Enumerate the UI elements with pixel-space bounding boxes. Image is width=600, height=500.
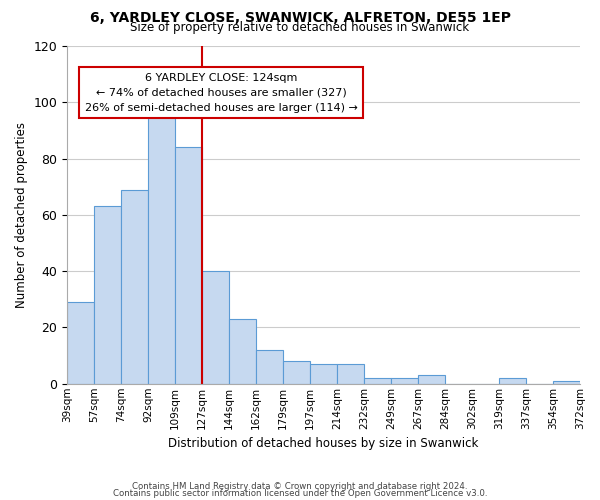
Text: 6 YARDLEY CLOSE: 124sqm
← 74% of detached houses are smaller (327)
26% of semi-d: 6 YARDLEY CLOSE: 124sqm ← 74% of detache… [85, 73, 358, 112]
Bar [337, 364, 364, 384]
Bar [67, 302, 94, 384]
Bar [391, 378, 418, 384]
Text: Contains HM Land Registry data © Crown copyright and database right 2024.: Contains HM Land Registry data © Crown c… [132, 482, 468, 491]
Y-axis label: Number of detached properties: Number of detached properties [15, 122, 28, 308]
Bar [121, 190, 148, 384]
Bar [310, 364, 337, 384]
Bar [256, 350, 283, 384]
Text: Contains public sector information licensed under the Open Government Licence v3: Contains public sector information licen… [113, 489, 487, 498]
Bar [418, 376, 445, 384]
Text: 6, YARDLEY CLOSE, SWANWICK, ALFRETON, DE55 1EP: 6, YARDLEY CLOSE, SWANWICK, ALFRETON, DE… [89, 11, 511, 25]
Bar [364, 378, 391, 384]
X-axis label: Distribution of detached houses by size in Swanwick: Distribution of detached houses by size … [169, 437, 479, 450]
Bar [202, 271, 229, 384]
Bar [229, 319, 256, 384]
Bar [553, 381, 580, 384]
Bar [283, 361, 310, 384]
Bar [94, 206, 121, 384]
Bar [175, 148, 202, 384]
Bar [499, 378, 526, 384]
Text: Size of property relative to detached houses in Swanwick: Size of property relative to detached ho… [130, 22, 470, 35]
Bar [148, 108, 175, 384]
